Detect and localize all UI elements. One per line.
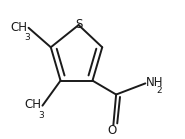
Text: 3: 3 <box>24 33 30 42</box>
Text: 3: 3 <box>38 111 44 120</box>
Text: O: O <box>107 124 117 137</box>
Text: CH: CH <box>24 98 41 111</box>
Text: 2: 2 <box>156 86 162 95</box>
Text: S: S <box>75 18 82 31</box>
Text: NH: NH <box>146 76 164 89</box>
Text: CH: CH <box>10 21 27 34</box>
